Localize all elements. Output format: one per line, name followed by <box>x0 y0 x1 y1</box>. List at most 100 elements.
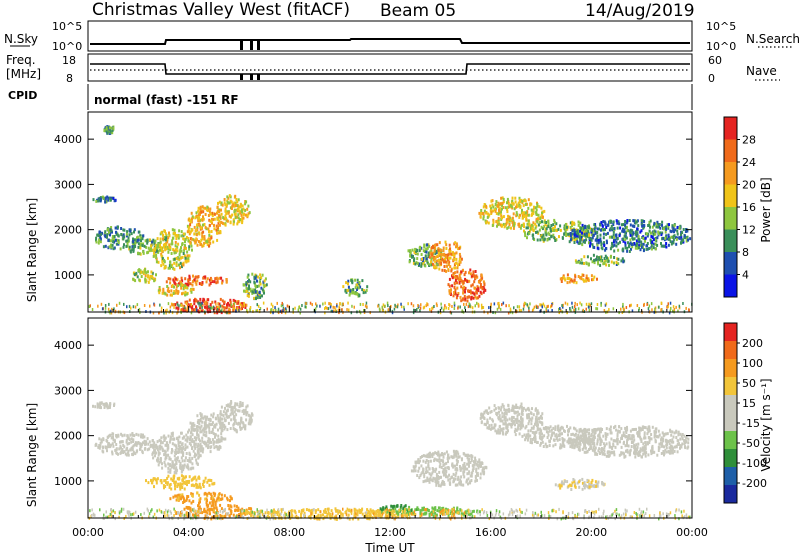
power-cell <box>457 263 459 266</box>
power-cell <box>224 301 226 304</box>
power-cell <box>665 242 667 245</box>
power-cell <box>453 291 455 294</box>
power-cell <box>536 203 538 206</box>
velocity-cell <box>191 462 193 465</box>
power-cell <box>181 292 183 295</box>
power-ground-scatter <box>278 308 280 311</box>
power-cell <box>440 249 442 252</box>
power-ground-scatter <box>623 308 625 311</box>
power-cell <box>464 273 466 276</box>
velocity-cell <box>201 440 203 443</box>
power-cell <box>210 237 212 240</box>
power-cell <box>613 244 615 247</box>
power-cell <box>532 228 534 231</box>
velocity-cell <box>354 508 356 511</box>
power-cell <box>530 227 532 230</box>
power-cell <box>165 247 167 250</box>
velocity-cell <box>212 438 214 441</box>
power-ground-scatter <box>181 304 183 307</box>
station-title: Christmas Valley West (fitACF) <box>92 0 350 20</box>
power-cell <box>347 280 349 283</box>
power-cell <box>599 264 601 267</box>
velocity-cell <box>416 474 418 477</box>
power-ground-scatter <box>387 304 389 307</box>
power-cell <box>179 266 181 269</box>
power-cell <box>543 210 545 213</box>
power-ground-scatter <box>668 302 670 305</box>
power-cell <box>523 215 525 218</box>
velocity-cell <box>195 459 197 462</box>
power-cell <box>140 239 142 242</box>
power-cell <box>607 232 609 235</box>
power-cell <box>248 279 250 282</box>
power-cell <box>169 261 171 264</box>
power-cell <box>114 235 116 238</box>
velocity-cell <box>142 434 144 437</box>
power-cell <box>179 253 181 256</box>
velocity-cell <box>170 483 172 486</box>
power-cell <box>172 237 174 240</box>
velocity-cell <box>248 507 250 510</box>
power-cell <box>203 244 205 247</box>
power-cell <box>153 255 155 258</box>
power-cell <box>533 206 535 209</box>
power-ground-scatter <box>282 302 284 305</box>
power-cell <box>96 241 98 244</box>
colorbar-segment <box>724 140 737 163</box>
power-cell <box>681 231 683 234</box>
power-cell <box>213 224 215 227</box>
power-cell <box>570 238 572 241</box>
power-cell <box>438 254 440 257</box>
power-cell <box>501 224 503 227</box>
power-cell <box>424 264 426 267</box>
velocity-cell <box>205 431 207 434</box>
power-cell <box>689 237 691 240</box>
power-ground-scatter <box>144 304 146 307</box>
power-cell <box>463 281 465 284</box>
velocity-cell <box>116 448 118 451</box>
power-cell <box>528 223 530 226</box>
power-cell <box>585 279 587 282</box>
power-cell <box>194 278 196 281</box>
power-cell <box>203 298 205 301</box>
power-ground-scatter <box>497 308 499 311</box>
velocity-cell <box>213 482 215 485</box>
power-cell <box>604 223 606 226</box>
power-cell <box>200 206 202 209</box>
power-cell <box>585 230 587 233</box>
velocity-cell <box>202 450 204 453</box>
power-cell <box>240 203 242 206</box>
power-cell <box>150 249 152 252</box>
power-cell <box>448 283 450 286</box>
velocity-cell <box>208 430 210 433</box>
velocity-cell <box>233 423 235 426</box>
power-cell <box>561 277 563 280</box>
power-cell <box>247 276 249 279</box>
power-cell <box>583 262 585 265</box>
power-cell <box>532 212 534 215</box>
power-cell <box>454 286 456 289</box>
velocity-cell <box>191 447 193 450</box>
velocity-cell <box>228 507 230 510</box>
power-cell <box>612 227 614 230</box>
power-cell <box>423 249 425 252</box>
power-ground-scatter <box>403 306 405 309</box>
power-ground-scatter <box>423 306 425 309</box>
power-cell <box>663 245 665 248</box>
power-cell <box>191 228 193 231</box>
velocity-cell <box>212 415 214 418</box>
power-cell <box>579 242 581 245</box>
nave-label: Nave <box>746 64 777 78</box>
power-cell <box>158 291 160 294</box>
power-cell <box>565 223 567 226</box>
velocity-cell <box>105 446 107 449</box>
power-cell <box>419 249 421 252</box>
power-cell <box>520 205 522 208</box>
power-ground-scatter <box>608 308 610 311</box>
power-cell <box>525 200 527 203</box>
power-cell <box>146 242 148 245</box>
power-cell <box>643 224 645 227</box>
power-cell <box>173 268 175 271</box>
velocity-cell <box>252 414 254 417</box>
